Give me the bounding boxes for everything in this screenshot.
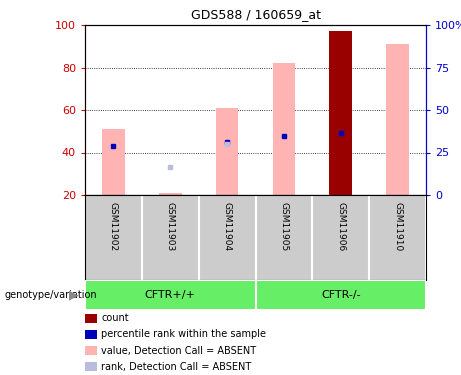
Bar <box>386 44 409 195</box>
Text: GSM11904: GSM11904 <box>223 202 231 251</box>
Text: rank, Detection Call = ABSENT: rank, Detection Call = ABSENT <box>101 362 251 372</box>
Text: GSM11910: GSM11910 <box>393 202 402 251</box>
Text: GSM11906: GSM11906 <box>336 202 345 251</box>
Bar <box>102 129 125 195</box>
Bar <box>159 193 182 195</box>
Bar <box>216 108 238 195</box>
Text: value, Detection Call = ABSENT: value, Detection Call = ABSENT <box>101 346 256 355</box>
Bar <box>329 32 352 195</box>
Text: count: count <box>101 313 129 323</box>
Text: genotype/variation: genotype/variation <box>5 290 97 300</box>
Title: GDS588 / 160659_at: GDS588 / 160659_at <box>190 8 320 21</box>
Text: GSM11902: GSM11902 <box>109 202 118 251</box>
Bar <box>85 280 255 310</box>
Text: GSM11903: GSM11903 <box>166 202 175 251</box>
Text: CFTR-/-: CFTR-/- <box>321 290 361 300</box>
Text: ▶: ▶ <box>69 288 78 302</box>
Bar <box>255 280 426 310</box>
Text: percentile rank within the sample: percentile rank within the sample <box>101 329 266 339</box>
Text: GSM11905: GSM11905 <box>279 202 289 251</box>
Text: CFTR+/+: CFTR+/+ <box>145 290 195 300</box>
Bar <box>272 63 296 195</box>
Bar <box>329 32 352 195</box>
